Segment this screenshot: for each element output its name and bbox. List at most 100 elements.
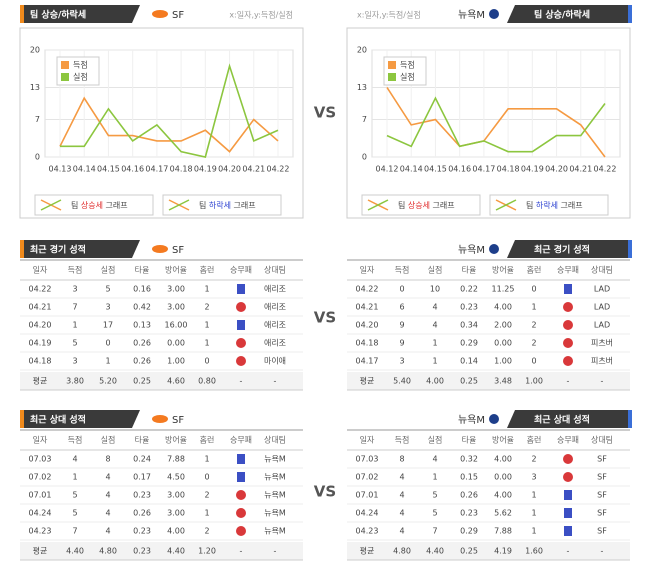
- header-bar: [20, 5, 140, 23]
- average-cell: 4.00: [426, 377, 444, 386]
- cell: 애리조: [264, 339, 286, 348]
- column-header: 상대팀: [591, 435, 613, 445]
- cell: 04.23: [29, 527, 52, 536]
- cell: 04.19: [29, 339, 52, 348]
- cell: 07.02: [29, 473, 52, 482]
- y-tick-label: 20: [357, 46, 367, 55]
- column-header: 방어율: [492, 435, 514, 445]
- cell: 04.21: [356, 303, 379, 312]
- cell: 4.50: [167, 473, 185, 482]
- average-cell: 4.40: [167, 547, 185, 556]
- result-icon: [236, 490, 246, 500]
- column-header: 타율: [135, 266, 150, 275]
- team-name: SF: [172, 10, 184, 21]
- cell: 뉴욕M: [264, 473, 286, 482]
- trend-icon: [168, 199, 190, 211]
- average-cell: -: [567, 547, 570, 556]
- cell: 4: [105, 527, 110, 536]
- x-tick-label: 04.14: [400, 165, 423, 174]
- average-cell: 0.25: [460, 377, 478, 386]
- result-icon: [237, 284, 245, 294]
- team-name: 뉴욕M: [458, 9, 485, 21]
- cell: 애리조: [264, 303, 286, 312]
- cell: 5: [72, 509, 77, 518]
- x-tick-label: 04.15: [424, 165, 447, 174]
- average-cell: -: [240, 377, 243, 386]
- column-header: 일자: [360, 436, 375, 445]
- cell: 0.34: [460, 321, 478, 330]
- cell: 4: [105, 473, 110, 482]
- cell: 0.00: [167, 339, 185, 348]
- column-header: 득점: [395, 265, 410, 275]
- trend-label-part: 그래프: [103, 201, 128, 210]
- average-cell: 4.40: [426, 547, 444, 556]
- trend-label-part: 팀: [526, 200, 536, 210]
- cell: 07.03: [29, 455, 52, 464]
- cell: 0.13: [133, 321, 151, 330]
- y-tick-label: 7: [35, 115, 40, 124]
- average-cell: 평균: [33, 376, 48, 386]
- average-cell: 1.00: [525, 377, 543, 386]
- result-icon: [236, 526, 246, 536]
- result-icon: [564, 284, 572, 294]
- cell: 04.23: [356, 527, 379, 536]
- cell: 1.00: [167, 357, 185, 366]
- average-cell: 평균: [33, 546, 48, 556]
- average-cell: 1.60: [525, 547, 543, 556]
- cell: 9: [399, 321, 404, 330]
- cell: 4.00: [494, 455, 512, 464]
- cell: 04.21: [29, 303, 52, 312]
- cell: 0.15: [460, 473, 478, 482]
- cell: 07.01: [356, 491, 379, 500]
- cell: 4: [399, 473, 404, 482]
- header-accent: [20, 410, 24, 428]
- average-cell: -: [274, 377, 277, 386]
- vs-label: VS: [314, 104, 336, 122]
- cell: 3.00: [167, 491, 185, 500]
- trend-label-part: 팀: [398, 200, 408, 210]
- average-cell: 4.40: [66, 547, 84, 556]
- legend-label: 실점: [73, 72, 88, 82]
- cell: 0.00: [494, 339, 512, 348]
- cell: 애리조: [264, 321, 286, 330]
- average-cell: 0.25: [133, 377, 151, 386]
- average-cell: -: [274, 547, 277, 556]
- cell: 1: [204, 509, 209, 518]
- cell: 04.22: [29, 285, 52, 294]
- x-tick-label: 04.18: [170, 165, 193, 174]
- header-accent: [20, 5, 24, 23]
- cell: 0.42: [133, 303, 151, 312]
- trend-box: [162, 194, 282, 216]
- cell: SF: [597, 473, 607, 482]
- x-tick-label: 04.16: [448, 165, 471, 174]
- average-cell: 0.80: [198, 377, 216, 386]
- cell: 0.26: [133, 339, 151, 348]
- column-header: 득점: [68, 435, 83, 445]
- average-row: [20, 542, 303, 560]
- header-accent: [628, 410, 632, 428]
- cell: 0.22: [460, 285, 478, 294]
- cell: 8: [105, 455, 110, 464]
- cell: 11.25: [492, 285, 515, 294]
- cell: 3.00: [167, 303, 185, 312]
- cell: 0.17: [133, 473, 151, 482]
- cell: 1: [72, 321, 77, 330]
- header-accent: [628, 5, 632, 23]
- column-header: 득점: [68, 265, 83, 275]
- column-header: 홈런: [527, 435, 542, 445]
- team-logo: [152, 10, 168, 18]
- column-header: 타율: [135, 436, 150, 445]
- team-name: SF: [172, 245, 184, 256]
- trend-icon: [367, 199, 389, 211]
- result-icon: [563, 338, 573, 348]
- header-bar: [20, 240, 140, 258]
- cell: 0.23: [460, 303, 478, 312]
- trend-box: [361, 194, 481, 216]
- column-header: 홈런: [200, 435, 215, 445]
- y-tick-label: 0: [35, 153, 40, 162]
- cell: 4: [399, 491, 404, 500]
- cell: 4: [432, 303, 437, 312]
- cell: 1: [72, 473, 77, 482]
- column-header: 승무패: [557, 435, 579, 445]
